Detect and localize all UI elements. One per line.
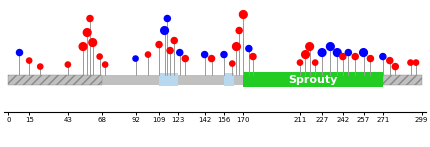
Point — [352, 55, 359, 58]
Point — [367, 57, 374, 60]
Point — [386, 59, 393, 62]
Point — [334, 51, 341, 54]
Point — [360, 51, 367, 54]
Point — [221, 53, 227, 56]
Point — [229, 62, 236, 65]
Point — [156, 43, 163, 46]
Point — [84, 31, 91, 34]
Point — [236, 29, 243, 32]
Point — [201, 53, 208, 56]
Point — [297, 61, 304, 64]
Point — [102, 63, 109, 66]
Point — [161, 29, 168, 32]
Point — [182, 57, 189, 60]
Point — [413, 61, 420, 64]
FancyBboxPatch shape — [159, 73, 178, 86]
Point — [80, 45, 86, 48]
FancyBboxPatch shape — [224, 73, 233, 86]
Point — [167, 49, 174, 52]
Text: Sprouty: Sprouty — [289, 75, 338, 85]
Point — [64, 63, 71, 66]
Point — [339, 55, 346, 58]
FancyBboxPatch shape — [9, 75, 102, 85]
Point — [26, 59, 33, 62]
Point — [246, 47, 252, 50]
Point — [176, 51, 183, 54]
Point — [132, 57, 139, 60]
FancyBboxPatch shape — [383, 75, 421, 85]
Point — [96, 55, 103, 58]
Point — [345, 51, 352, 54]
Point — [327, 45, 334, 48]
Point — [306, 45, 313, 48]
FancyBboxPatch shape — [9, 75, 421, 85]
Point — [407, 61, 414, 64]
Point — [37, 65, 44, 68]
Point — [312, 61, 319, 64]
Point — [302, 53, 309, 56]
Point — [249, 55, 256, 58]
Point — [379, 55, 386, 58]
Point — [392, 65, 399, 68]
Point — [86, 17, 93, 20]
Point — [319, 51, 326, 54]
Point — [144, 53, 151, 56]
Point — [16, 51, 23, 54]
FancyBboxPatch shape — [243, 72, 383, 87]
Point — [89, 41, 96, 44]
Point — [164, 17, 171, 20]
Point — [171, 39, 178, 42]
Point — [240, 13, 247, 16]
Point — [233, 45, 240, 48]
Point — [208, 57, 215, 60]
